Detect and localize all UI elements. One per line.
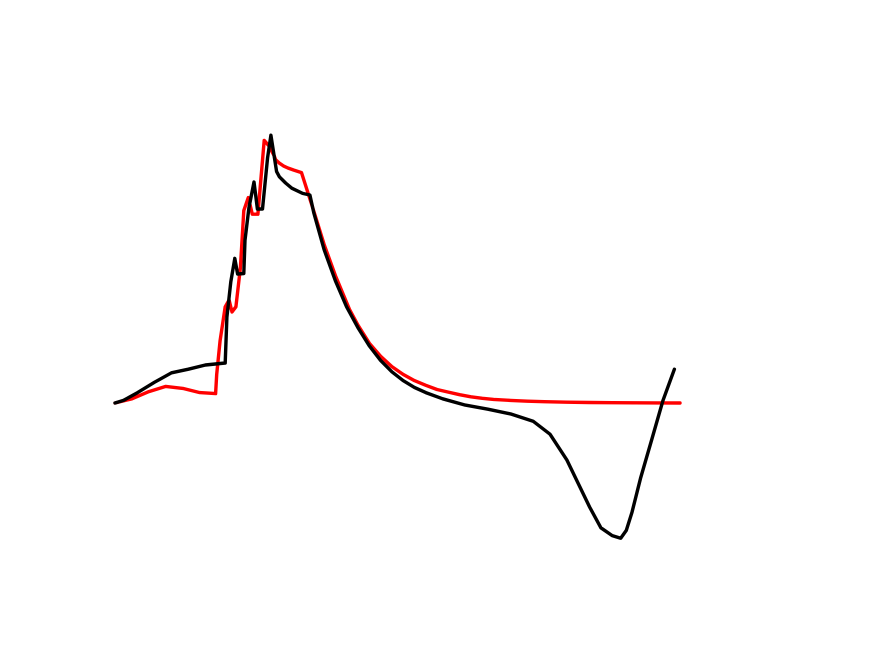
series-line-1: [113, 138, 682, 405]
series-layer: [113, 133, 682, 540]
series-line-2: [113, 133, 677, 540]
